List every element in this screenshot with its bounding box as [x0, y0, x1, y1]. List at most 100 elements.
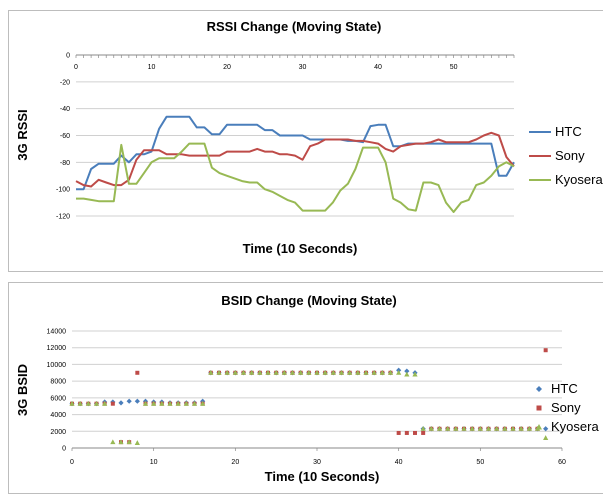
data-point-kyosera: [322, 369, 328, 375]
data-point-htc: [118, 400, 124, 406]
x-tick-label: 50: [476, 459, 484, 466]
data-point-kyosera: [396, 369, 402, 375]
bsid-chart-panel: BSID Change (Moving State) Time (10 Secon…: [8, 282, 603, 494]
x-tick-label: 10: [148, 64, 156, 71]
chart-title: BSID Change (Moving State): [221, 293, 397, 308]
legend-label-htc: HTC: [555, 124, 582, 139]
data-point-kyosera: [134, 440, 140, 445]
data-point-htc: [543, 426, 549, 432]
y-tick-label: 2000: [50, 429, 66, 436]
x-tick-label: 60: [558, 459, 566, 466]
chart-title: RSSI Change (Moving State): [207, 19, 382, 34]
rssi-chart: RSSI Change (Moving State) Time (10 Secon…: [15, 19, 603, 256]
data-point-kyosera: [485, 425, 492, 431]
data-point-sony: [396, 430, 401, 435]
data-point-kyosera: [338, 369, 345, 375]
data-point-kyosera: [314, 369, 320, 375]
legend-label-htc: HTC: [551, 381, 578, 396]
data-point-kyosera: [224, 369, 230, 375]
data-point-kyosera: [281, 369, 287, 375]
data-point-sony: [543, 348, 548, 353]
y-tick-label: -40: [60, 106, 70, 113]
data-point-kyosera: [363, 369, 369, 375]
y-tick-label: -100: [56, 187, 70, 194]
data-point-kyosera: [330, 369, 336, 375]
data-point-kyosera: [477, 425, 483, 431]
data-point-kyosera: [142, 400, 149, 406]
legend-swatch-kyosera: [536, 424, 542, 430]
y-tick-label: -20: [60, 79, 70, 86]
data-point-kyosera: [453, 425, 459, 431]
y-tick-label: -60: [60, 133, 70, 140]
data-point-kyosera: [102, 400, 108, 406]
legend-swatch-sony: [536, 405, 542, 411]
data-point-kyosera: [355, 369, 361, 375]
data-point-kyosera: [543, 435, 549, 440]
data-point-kyosera: [118, 439, 124, 445]
legend-label-kyosera: Kyosera: [555, 172, 603, 187]
data-point-kyosera: [510, 425, 516, 431]
data-point-kyosera: [306, 369, 312, 375]
legend-swatch-htc: [536, 386, 542, 392]
data-point-kyosera: [526, 425, 532, 431]
legend-label-kyosera: Kyosera: [551, 419, 599, 434]
data-point-kyosera: [200, 400, 206, 406]
bsid-chart: BSID Change (Moving State) Time (10 Secon…: [15, 293, 599, 484]
data-point-kyosera: [420, 425, 426, 431]
data-point-kyosera: [159, 400, 165, 406]
x-tick-label: 20: [231, 459, 239, 466]
data-point-kyosera: [404, 371, 410, 377]
data-point-kyosera: [69, 400, 75, 406]
legend-label-sony: Sony: [555, 148, 585, 163]
data-point-sony: [404, 430, 409, 435]
y-axis-title: 3G RSSI: [15, 109, 30, 160]
y-tick-label: -120: [56, 214, 70, 221]
data-point-kyosera: [249, 369, 255, 375]
data-point-kyosera: [445, 425, 451, 431]
data-point-kyosera: [347, 369, 353, 375]
data-point-htc: [134, 398, 140, 404]
x-axis-title: Time (10 Seconds): [243, 241, 358, 256]
data-point-kyosera: [93, 400, 100, 406]
data-point-kyosera: [110, 439, 116, 445]
rssi-chart-panel: RSSI Change (Moving State) Time (10 Secon…: [8, 10, 603, 272]
data-point-kyosera: [387, 369, 394, 375]
x-tick-label: 10: [150, 459, 158, 466]
data-point-kyosera: [379, 369, 385, 375]
data-point-sony: [421, 430, 426, 435]
x-tick-label: 0: [70, 459, 74, 466]
x-tick-label: 0: [74, 64, 78, 71]
x-tick-label: 20: [223, 64, 231, 71]
y-tick-label: 6000: [50, 395, 66, 402]
legend-label-sony: Sony: [551, 400, 581, 415]
y-tick-label: 0: [62, 446, 66, 453]
data-point-kyosera: [175, 400, 181, 406]
data-point-kyosera: [216, 369, 222, 375]
data-point-kyosera: [289, 369, 296, 375]
data-point-kyosera: [518, 425, 524, 431]
y-tick-label: 14000: [47, 329, 67, 336]
series-line-kyosera: [76, 142, 515, 213]
data-point-kyosera: [371, 369, 377, 375]
x-tick-label: 50: [450, 64, 458, 71]
data-point-kyosera: [461, 425, 467, 431]
data-point-sony: [135, 370, 140, 375]
data-point-kyosera: [126, 439, 132, 445]
data-point-kyosera: [265, 369, 271, 375]
y-axis-title: 3G BSID: [15, 364, 30, 416]
x-axis-title: Time (10 Seconds): [265, 469, 380, 484]
x-tick-label: 40: [374, 64, 382, 71]
data-point-htc: [126, 398, 132, 404]
y-tick-label: 0: [66, 53, 70, 60]
series-line-sony: [75, 131, 515, 188]
data-point-kyosera: [494, 425, 500, 431]
data-point-sony: [413, 430, 417, 435]
data-point-kyosera: [436, 425, 443, 431]
x-tick-label: 30: [313, 459, 321, 466]
y-tick-label: 8000: [50, 379, 66, 386]
data-point-kyosera: [273, 369, 279, 375]
x-tick-label: 40: [395, 459, 403, 466]
y-tick-label: 12000: [47, 345, 67, 352]
series-line-htc: [76, 115, 515, 191]
data-point-kyosera: [208, 369, 214, 375]
